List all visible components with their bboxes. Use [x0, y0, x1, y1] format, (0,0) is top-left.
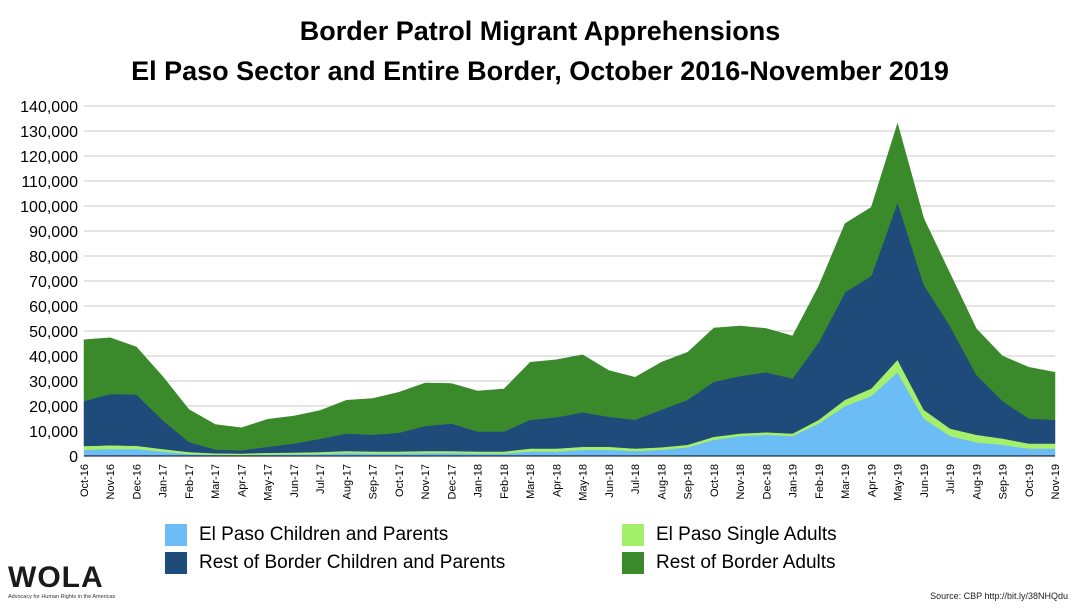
legend-item-el-paso-single-adults: El Paso Single Adults	[622, 524, 837, 546]
y-tick-label: 100,000	[20, 199, 78, 216]
legend-swatch	[622, 552, 644, 574]
x-tick-label: Jun-19	[919, 464, 931, 498]
legend-item-rest-adults: Rest of Border Adults	[622, 552, 836, 574]
x-tick-label: May-19	[893, 464, 905, 501]
x-tick-label: Nov-17	[420, 464, 432, 499]
x-tick-label: Jan-17	[158, 464, 170, 498]
legend-swatch	[622, 524, 644, 546]
y-tick-label: 70,000	[29, 274, 78, 291]
chart-title-line-2: El Paso Sector and Entire Border, Octobe…	[131, 56, 949, 86]
legend-label: El Paso Single Adults	[656, 524, 837, 545]
x-tick-label: Feb-18	[499, 464, 511, 499]
y-tick-label: 110,000	[21, 174, 78, 191]
x-tick-label: Aug-19	[971, 464, 983, 499]
legend-item-rest-children-parents: Rest of Border Children and Parents	[165, 552, 505, 574]
y-tick-label: 90,000	[29, 224, 78, 241]
y-tick-label: 140,000	[20, 99, 78, 116]
x-tick-label: May-18	[578, 464, 590, 501]
x-tick-label: Feb-17	[184, 464, 196, 499]
x-tick-label: Dec-18	[761, 464, 773, 499]
x-tick-label: Oct-19	[1024, 464, 1036, 497]
x-tick-label: Nov-19	[1050, 464, 1062, 499]
x-tick-label: Jul-19	[945, 464, 957, 494]
x-tick-label: Mar-18	[525, 464, 537, 499]
x-tick-label: Aug-17	[341, 464, 353, 499]
y-tick-label: 120,000	[20, 149, 78, 166]
x-tick-label: Feb-19	[814, 464, 826, 499]
x-tick-label: Sep-19	[998, 464, 1010, 499]
y-tick-label: 10,000	[29, 424, 78, 441]
y-tick-label: 20,000	[29, 399, 78, 416]
area-rest-of-border-adults	[83, 122, 1056, 451]
x-tick-label: Oct-18	[709, 464, 721, 497]
x-tick-label: Sep-17	[368, 464, 380, 499]
legend-swatch	[165, 524, 187, 546]
wola-logo: WOLA Advocacy for Human Rights in the Am…	[8, 561, 116, 601]
logo-tagline: Advocacy for Human Rights in the America…	[8, 594, 116, 600]
x-tick-label: Sep-18	[683, 464, 695, 499]
x-tick-label: Jun-17	[289, 464, 301, 498]
x-tick-label: Nov-16	[105, 464, 117, 499]
y-tick-label: 30,000	[29, 374, 78, 391]
x-tick-label: Apr-19	[866, 464, 878, 497]
legend-label: El Paso Children and Parents	[199, 524, 449, 545]
y-tick-label: 130,000	[20, 124, 78, 141]
legend-label: Rest of Border Children and Parents	[199, 552, 506, 573]
x-tick-label: May-17	[263, 464, 275, 501]
y-tick-label: 0	[69, 449, 78, 466]
x-tick-label: Oct-17	[394, 464, 406, 497]
source-note: Source: CBP http://bit.ly/38NHQdu	[930, 591, 1068, 601]
y-tick-label: 40,000	[29, 349, 78, 366]
x-tick-label: Dec-17	[446, 464, 458, 499]
logo-word: WOLA	[8, 561, 104, 594]
x-tick-label: Dec-16	[131, 464, 143, 499]
legend-swatch	[165, 552, 187, 574]
x-tick-label: Apr-17	[236, 464, 248, 497]
x-tick-label: Nov-18	[735, 464, 747, 499]
y-tick-label: 80,000	[29, 249, 78, 266]
x-tick-label: Mar-17	[210, 464, 222, 499]
x-tick-label: Apr-18	[551, 464, 563, 497]
x-tick-label: Jan-19	[788, 464, 800, 498]
x-tick-label: Jan-18	[473, 464, 485, 498]
x-tick-label: Jun-18	[604, 464, 616, 498]
legend-label: Rest of Border Adults	[656, 552, 836, 573]
x-tick-label: Aug-18	[656, 464, 668, 499]
legend-item-el-paso-children-parents: El Paso Children and Parents	[165, 524, 448, 546]
y-tick-label: 60,000	[29, 299, 78, 316]
x-tick-label: Mar-19	[840, 464, 852, 499]
x-tick-label: Jul-17	[315, 464, 327, 494]
y-tick-label: 50,000	[29, 324, 78, 341]
x-tick-label: Jul-18	[630, 464, 642, 494]
x-tick-label: Oct-16	[79, 464, 91, 497]
chart-title-line-1: Border Patrol Migrant Apprehensions	[299, 16, 781, 46]
